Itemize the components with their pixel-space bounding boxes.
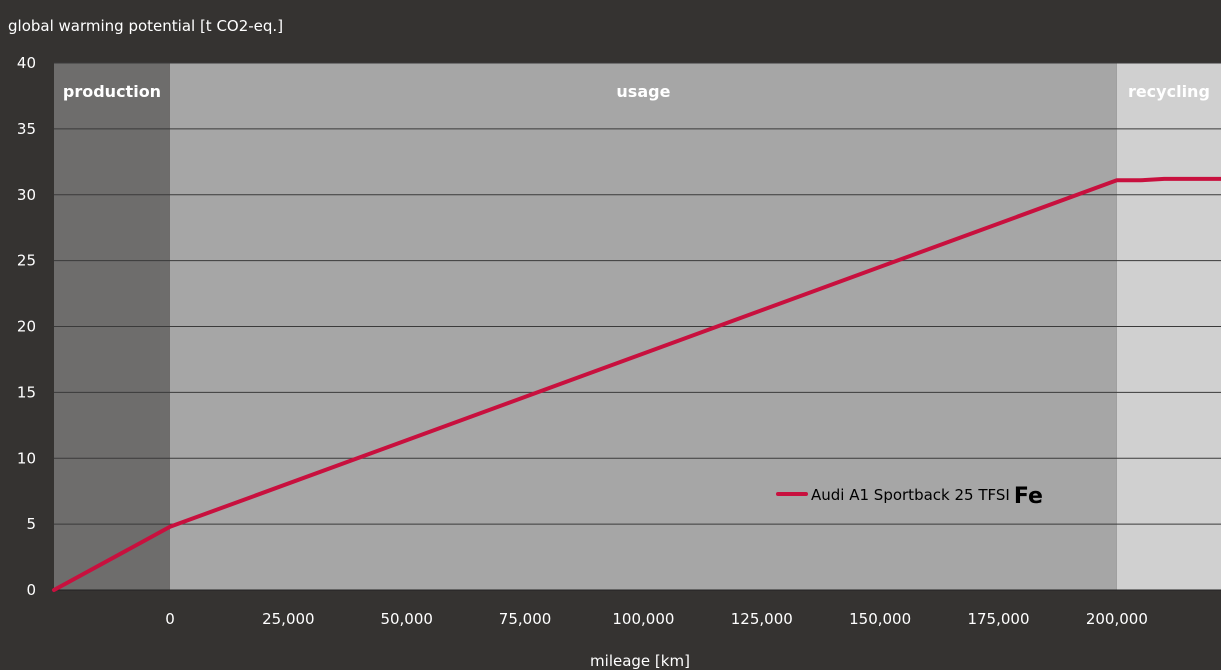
y-tick-label: 0 [26,581,36,599]
y-tick-label: 25 [17,252,36,270]
phase-label-usage: usage [616,82,670,101]
x-tick-label: 0 [165,610,175,628]
y-tick-label: 20 [17,318,36,336]
x-tick-label: 100,000 [612,610,674,628]
phase-label-production: production [63,82,161,101]
x-tick-label: 175,000 [967,610,1029,628]
y-tick-label: 10 [17,449,36,467]
x-tick-label: 25,000 [262,610,315,628]
y-tick-label: 15 [17,383,36,401]
series-line-0 [52,176,1221,592]
x-tick-label: 50,000 [380,610,433,628]
x-tick-label: 125,000 [731,610,793,628]
y-tick-label: 5 [26,515,36,533]
x-tick-label: 150,000 [849,610,911,628]
x-axis-title: mileage [km] [590,652,690,670]
legend-label-suffix: Fe [1014,484,1043,509]
y-tick-label: 40 [17,54,36,72]
y-axis-title: global warming potential [t CO2-eq.] [8,17,283,35]
x-tick-label: 75,000 [499,610,552,628]
x-tick-label: 200,000 [1086,610,1148,628]
legend-label: Audi A1 Sportback 25 TFSI [811,486,1010,504]
phase-label-recycling: recycling [1128,82,1210,101]
y-tick-label: 35 [17,120,36,138]
y-tick-label: 30 [17,186,36,204]
